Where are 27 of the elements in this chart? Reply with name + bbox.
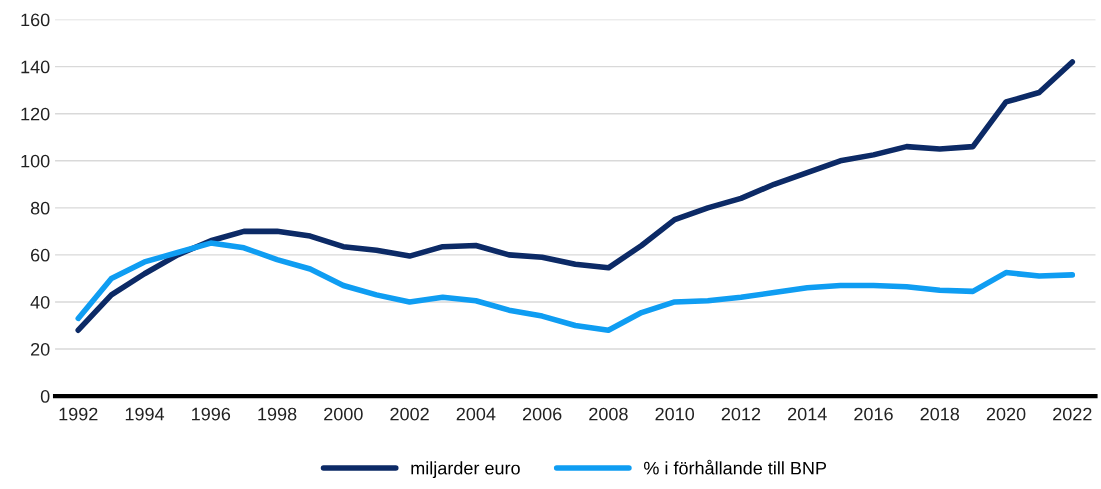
y-tick-label: 120 xyxy=(21,107,50,121)
x-tick-label: 2000 xyxy=(324,407,363,421)
y-tick-label: 20 xyxy=(31,342,50,356)
x-tick-label: 2012 xyxy=(721,407,761,421)
x-tick-label: 1998 xyxy=(258,407,297,421)
x-tick-label: 2002 xyxy=(390,407,429,421)
legend-label: % i förhållande till BNP xyxy=(644,459,827,475)
y-tick-label: 160 xyxy=(21,13,50,27)
y-tick-label: 140 xyxy=(21,60,50,74)
y-tick-label: 40 xyxy=(30,295,50,309)
y-tick-label: 100 xyxy=(21,154,50,168)
x-tick-label: 2022 xyxy=(1053,407,1092,421)
x-tick-label: 2008 xyxy=(589,407,628,421)
x-tick-label: 1996 xyxy=(192,407,231,421)
x-tick-label: 2006 xyxy=(522,407,562,421)
legend-label: miljarder euro xyxy=(411,461,520,479)
y-tick-label: 80 xyxy=(30,201,50,215)
x-tick-label: 2014 xyxy=(788,407,827,421)
x-tick-label: 2010 xyxy=(655,407,695,421)
x-tick-label: 2004 xyxy=(456,407,496,421)
x-tick-label: 1994 xyxy=(125,407,165,421)
x-tick-label: 2020 xyxy=(986,407,1026,421)
y-tick-label: 0 xyxy=(40,390,50,403)
x-tick-label: 1992 xyxy=(59,407,98,421)
x-tick-label: 2018 xyxy=(920,407,960,421)
x-tick-label: 2016 xyxy=(854,407,893,421)
y-tick-label: 60 xyxy=(31,248,50,262)
